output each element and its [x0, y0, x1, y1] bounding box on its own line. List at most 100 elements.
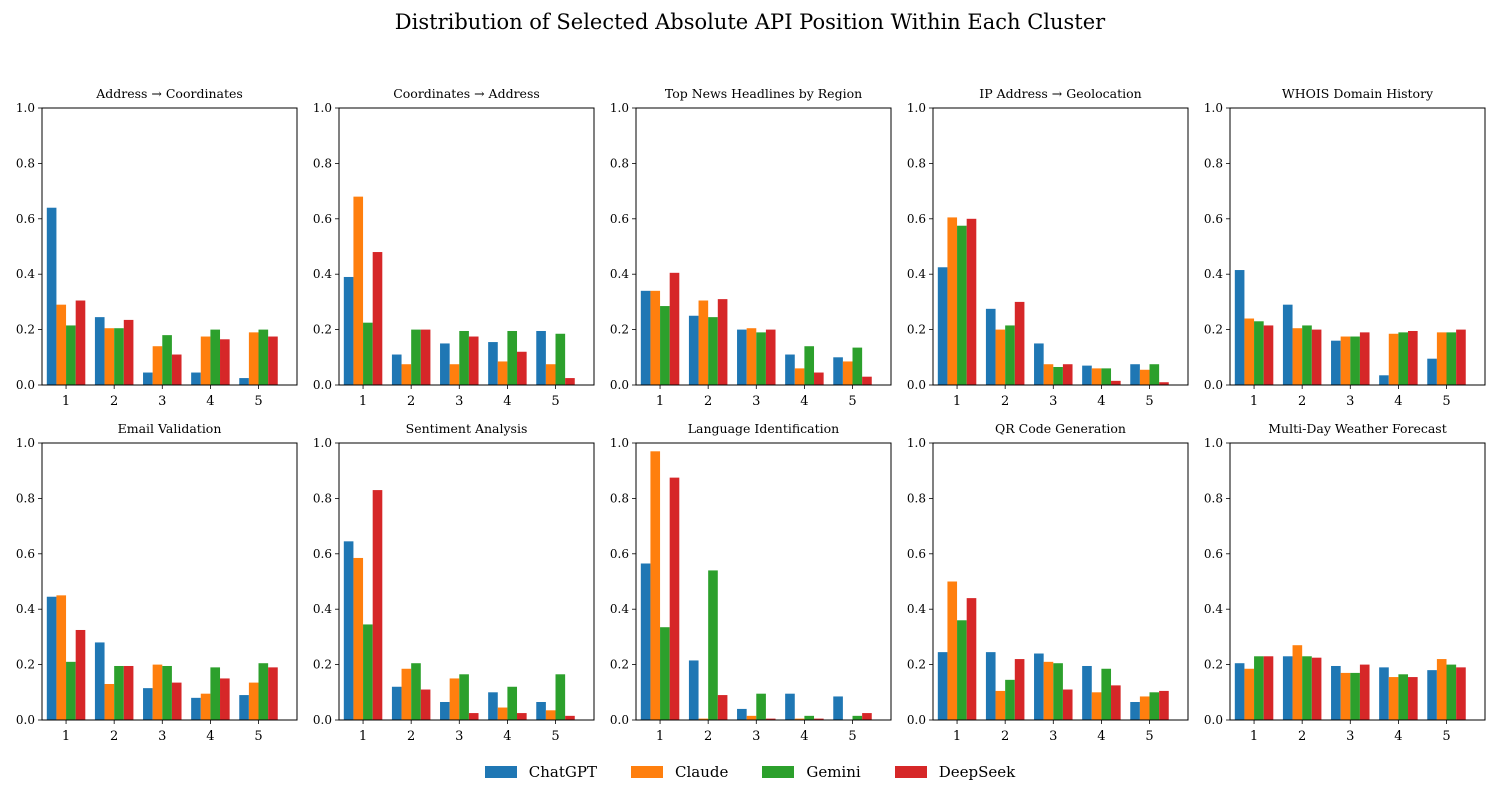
y-tick-label: 1.0 [313, 436, 332, 450]
y-tick-label: 0.8 [313, 491, 332, 505]
bar-gemini-pos-2 [708, 570, 718, 720]
bar-chatgpt-pos-4 [191, 697, 201, 720]
bar-claude-pos-3 [449, 364, 460, 385]
plot-frame [41, 107, 298, 386]
bar-gemini-pos-2 [1302, 325, 1312, 385]
subplot-9: QR Code Generation 0.0 0.2 0.4 0.6 0.8 1.0 1 2 3 4… [907, 421, 1189, 744]
plot-frame [635, 107, 892, 386]
bar-gemini-pos-3 [162, 335, 172, 385]
y-tick-label: 1.0 [1204, 101, 1223, 115]
bar-chatgpt-pos-3 [737, 329, 747, 385]
plot-frame [338, 107, 595, 386]
bar-claude-pos-3 [449, 678, 460, 720]
bar-chatgpt-pos-2 [94, 317, 105, 385]
bar-claude-pos-3 [746, 328, 757, 385]
bar-claude-pos-3 [152, 346, 163, 385]
subplot-title: Coordinates → Address [393, 86, 540, 101]
bar-deepseek-pos-3 [1062, 689, 1073, 720]
subplot-5: WHOIS Domain History 0.0 0.2 0.4 0.6 0.8 1.0 1 2… [1204, 86, 1486, 409]
bar-claude-pos-1 [353, 557, 364, 720]
bar-deepseek-pos-4 [1111, 685, 1121, 720]
y-tick-label: 0.8 [907, 491, 926, 505]
bar-chatgpt-pos-2 [391, 686, 402, 720]
bar-chatgpt-pos-5 [239, 378, 249, 385]
subplot-4: IP Address → Geolocation 0.0 0.2 0.4 0.6 0.8 1… [907, 86, 1189, 409]
y-tick-label: 0.4 [1204, 602, 1223, 616]
bar-chatgpt-pos-5 [536, 330, 546, 385]
x-tick-label: 5 [551, 394, 559, 409]
bar-chatgpt-pos-4 [785, 354, 795, 385]
bar-gemini-pos-3 [459, 330, 469, 385]
bar-chatgpt-pos-5 [1427, 358, 1437, 385]
bar-deepseek-pos-3 [468, 713, 479, 720]
x-tick-label: 2 [704, 394, 712, 409]
bar-deepseek-pos-3 [171, 354, 182, 385]
y-tick-label: 0.0 [1204, 378, 1223, 392]
bar-claude-pos-2 [995, 690, 1006, 720]
y-tick-label: 0.6 [907, 547, 926, 561]
x-tick-label: 3 [1049, 729, 1057, 744]
bar-gemini-pos-5 [555, 674, 566, 720]
y-tick-label: 0.6 [16, 212, 35, 226]
bar-deepseek-pos-5 [1159, 382, 1169, 385]
bar-claude-pos-1 [353, 196, 364, 385]
y-tick-label: 0.8 [16, 156, 35, 170]
y-tick-label: 0.4 [610, 267, 629, 281]
x-tick-label: 1 [62, 729, 70, 744]
x-tick-label: 4 [800, 729, 808, 744]
figure-title: Distribution of Selected Absolute API Po… [394, 10, 1106, 34]
bar-deepseek-pos-5 [1456, 329, 1466, 385]
y-tick-label: 0.4 [907, 267, 926, 281]
bar-deepseek-pos-3 [1062, 364, 1073, 385]
bar-chatgpt-pos-2 [985, 652, 996, 720]
bar-gemini-pos-2 [1005, 679, 1015, 720]
bar-deepseek-pos-2 [123, 665, 134, 720]
bar-chatgpt-pos-1 [1234, 270, 1245, 385]
bar-chatgpt-pos-1 [343, 276, 354, 385]
x-tick-label: 1 [656, 394, 664, 409]
bar-claude-pos-2 [698, 718, 709, 720]
y-tick-label: 0.0 [16, 713, 35, 727]
bar-claude-pos-4 [200, 336, 211, 385]
bar-claude-pos-1 [947, 217, 958, 385]
bar-chatgpt-pos-5 [536, 701, 546, 720]
bar-claude-pos-1 [56, 595, 67, 720]
x-tick-label: 5 [1442, 394, 1450, 409]
bar-deepseek-pos-1 [966, 218, 977, 385]
bar-gemini-pos-4 [804, 346, 815, 385]
bar-gemini-pos-3 [1053, 366, 1063, 385]
bar-deepseek-pos-4 [814, 718, 824, 720]
x-tick-label: 1 [359, 394, 367, 409]
bar-claude-pos-5 [248, 332, 259, 385]
bar-gemini-pos-1 [363, 624, 373, 720]
bar-gemini-pos-1 [957, 620, 967, 720]
bar-gemini-pos-1 [66, 661, 76, 720]
y-tick-label: 0.0 [610, 378, 629, 392]
bar-claude-pos-4 [497, 361, 508, 385]
bar-chatgpt-pos-1 [46, 207, 57, 385]
y-tick-label: 0.6 [313, 212, 332, 226]
bar-gemini-pos-1 [66, 325, 76, 385]
bar-chatgpt-pos-1 [46, 596, 57, 720]
bar-gemini-pos-5 [1149, 364, 1160, 385]
y-tick-label: 0.2 [610, 323, 629, 337]
bar-deepseek-pos-4 [1111, 380, 1121, 385]
x-tick-label: 5 [1145, 394, 1153, 409]
plot-frame [1229, 442, 1486, 721]
x-tick-label: 3 [1346, 729, 1354, 744]
x-tick-label: 4 [206, 394, 214, 409]
bar-deepseek-pos-4 [814, 372, 824, 385]
bar-gemini-pos-2 [1302, 656, 1312, 720]
bar-chatgpt-pos-1 [937, 652, 948, 720]
bar-chatgpt-pos-4 [1379, 667, 1389, 720]
bar-claude-pos-3 [1340, 336, 1351, 385]
subplot-10: Multi-Day Weather Forecast 0.0 0.2 0.4 0.6 0.… [1204, 421, 1486, 744]
bar-claude-pos-2 [698, 300, 709, 385]
bar-chatgpt-pos-3 [1331, 340, 1341, 385]
bar-gemini-pos-5 [555, 333, 566, 385]
plot-frame [932, 107, 1189, 386]
bar-gemini-pos-4 [1398, 674, 1409, 720]
bar-deepseek-pos-4 [1408, 330, 1418, 385]
bar-chatgpt-pos-3 [143, 688, 153, 720]
